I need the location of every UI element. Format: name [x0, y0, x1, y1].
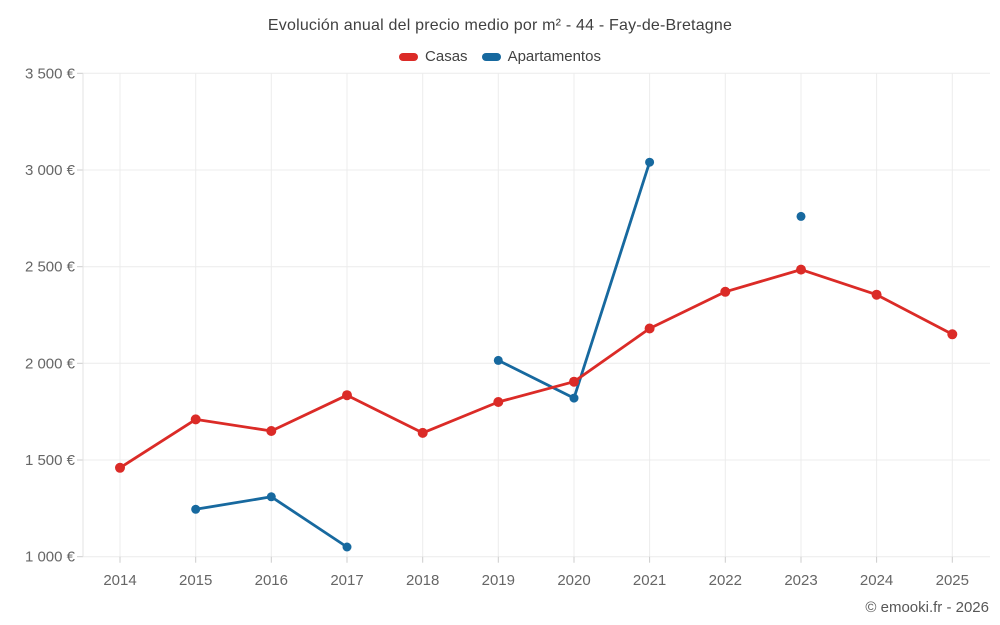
data-point-casas-2024[interactable]: [871, 289, 882, 300]
y-tick-label: 2 000 €: [25, 355, 76, 372]
x-tick-label: 2024: [860, 572, 893, 589]
data-point-casas-2020[interactable]: [569, 376, 579, 387]
data-point-casas-2019[interactable]: [493, 397, 504, 407]
x-tick-label: 2019: [482, 572, 515, 589]
data-point-casas-2025[interactable]: [947, 329, 958, 340]
series-line-casas: [118, 268, 954, 470]
legend-swatch-casas: [399, 52, 419, 61]
data-point-casas-2023[interactable]: [796, 264, 806, 275]
y-tick-label: 2 500 €: [25, 259, 76, 276]
x-tick-label: 2023: [784, 572, 817, 589]
legend-swatch-apartamentos: [481, 52, 501, 61]
data-point-casas-2016[interactable]: [266, 426, 277, 436]
y-tick-label: 3 000 €: [25, 162, 76, 179]
data-point-apartamentos-2023[interactable]: [796, 211, 806, 221]
data-point-apartamentos-2017[interactable]: [342, 542, 352, 552]
x-tick-label: 2017: [330, 572, 363, 589]
x-tick-label: 2021: [633, 572, 666, 589]
data-point-casas-2014[interactable]: [115, 462, 125, 473]
data-point-casas-2022[interactable]: [720, 286, 731, 297]
legend-label-apartamentos: Apartamentos: [507, 48, 601, 65]
data-point-apartamentos-2021[interactable]: [645, 157, 655, 167]
x-tick-label: 2022: [709, 572, 742, 589]
data-point-apartamentos-2016[interactable]: [266, 492, 276, 502]
legend: Casas Apartamentos: [0, 48, 1000, 65]
x-tick-label: 2014: [103, 572, 136, 589]
x-tick-label: 2025: [936, 572, 969, 589]
data-point-apartamentos-2019[interactable]: [493, 355, 503, 365]
y-tick-label: 1 500 €: [25, 452, 76, 469]
x-tick-label: 2015: [179, 572, 212, 589]
x-tick-label: 2016: [255, 572, 288, 589]
data-point-apartamentos-2015[interactable]: [191, 504, 201, 514]
credit-text: © emooki.fr - 2026: [865, 599, 989, 616]
data-point-casas-2017[interactable]: [342, 390, 352, 401]
legend-item-casas[interactable]: Casas: [399, 48, 468, 65]
legend-label-casas: Casas: [425, 48, 468, 65]
y-tick-label: 3 500 €: [25, 65, 76, 82]
legend-item-apartamentos[interactable]: Apartamentos: [481, 48, 601, 65]
x-tick-label: 2018: [406, 572, 439, 589]
data-point-apartamentos-2020[interactable]: [569, 393, 579, 403]
page-title: Evolución anual del precio medio por m² …: [267, 17, 733, 34]
y-tick-label: 1 000 €: [25, 549, 76, 566]
x-tick-label: 2020: [557, 572, 590, 589]
data-point-casas-2021[interactable]: [644, 323, 655, 334]
data-point-casas-2015[interactable]: [190, 414, 201, 425]
data-point-casas-2018[interactable]: [417, 427, 428, 438]
